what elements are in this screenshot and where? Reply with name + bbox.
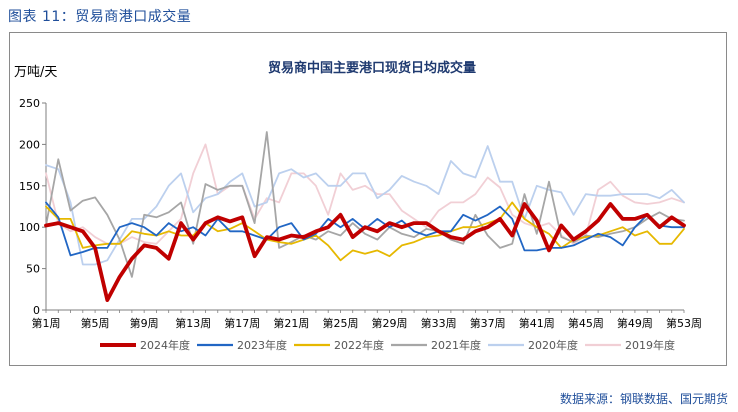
source-note: 数据来源：钢联数据、国元期货: [559, 392, 728, 406]
y-tick-label: 0: [33, 304, 40, 317]
legend-entry: 2020年度: [528, 338, 578, 352]
x-tick-label: 第49周: [617, 316, 653, 330]
figure-caption: 图表 11：贸易商港口成交量: [8, 9, 192, 25]
chart-frame: [9, 32, 727, 366]
x-tick-label: 第13周: [175, 316, 211, 330]
chart-title: 贸易商中国主要港口现货日均成交量: [268, 60, 476, 76]
x-tick-label: 第29周: [372, 316, 408, 330]
x-tick-label: 第1周: [32, 316, 61, 330]
series-line-2024年度: [44, 202, 686, 303]
legend-entry: 2022年度: [334, 338, 384, 352]
series-line-2020年度: [45, 145, 685, 266]
y-tick-label: 50: [26, 263, 40, 276]
legend-entry: 2019年度: [625, 338, 675, 352]
x-tick-label: 第5周: [81, 316, 110, 330]
y-tick-label: 200: [19, 138, 40, 151]
series-line-2019年度: [45, 143, 685, 245]
y-tick-label: 250: [19, 97, 40, 110]
x-tick-label: 第21周: [273, 316, 309, 330]
y-axis-label: 万吨/天: [14, 65, 57, 80]
legend-entry: 2021年度: [431, 338, 481, 352]
x-tick-label: 第9周: [130, 316, 159, 330]
legend-entry: 2024年度: [140, 338, 190, 352]
y-tick-label: 100: [19, 221, 40, 234]
legend-entry: 2023年度: [237, 338, 287, 352]
x-tick-label: 第53周: [666, 316, 702, 330]
x-tick-label: 第37周: [470, 316, 506, 330]
x-tick-label: 第25周: [322, 316, 358, 330]
x-tick-label: 第33周: [421, 316, 457, 330]
series-line-2021年度: [45, 131, 685, 278]
x-tick-label: 第17周: [224, 316, 260, 330]
x-tick-label: 第45周: [568, 316, 604, 330]
y-tick-label: 150: [19, 180, 40, 193]
x-tick-label: 第41周: [519, 316, 555, 330]
